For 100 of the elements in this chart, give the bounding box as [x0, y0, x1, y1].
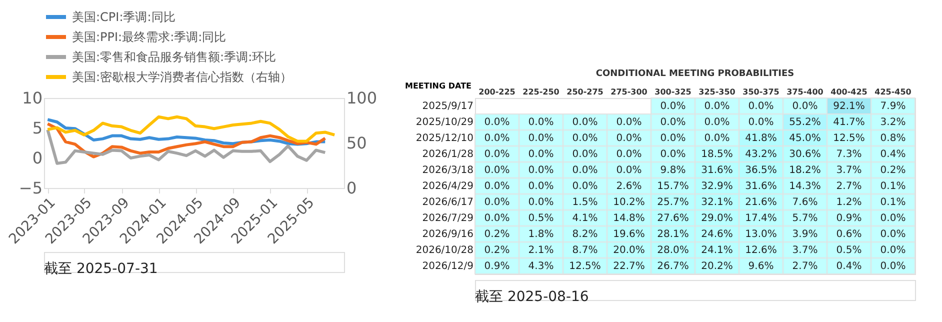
- y2-tick-label: 50: [346, 134, 367, 152]
- data-label: 3.7%: [792, 245, 818, 256]
- data-label: 32.9%: [701, 181, 733, 192]
- x-tick-label: 300-325: [654, 88, 692, 96]
- y2-tick-label: 100: [346, 88, 378, 108]
- data-label: 0.0%: [484, 117, 510, 128]
- data-label: 0.0%: [484, 181, 510, 192]
- data-label: 41.7%: [833, 117, 865, 128]
- data-label: 36.5%: [745, 165, 777, 176]
- data-label: 0.0%: [660, 133, 686, 144]
- data-label: 29.0%: [701, 213, 733, 224]
- data-label: 12.5%: [569, 261, 601, 272]
- y-tick-label: 2025/10/29: [416, 117, 474, 128]
- data-label: 9.6%: [748, 261, 774, 272]
- data-label: 24.1%: [701, 245, 733, 256]
- legend-label: 美国:密歇根大学消费者信心指数（右轴）: [72, 70, 292, 84]
- data-label: 3.7%: [836, 165, 862, 176]
- data-label: 0.2%: [880, 165, 906, 176]
- data-label: 0.9%: [484, 261, 510, 272]
- data-label: 31.6%: [701, 165, 733, 176]
- y-tick-label: 2026/4/29: [422, 181, 474, 192]
- data-label: 1.8%: [528, 229, 554, 240]
- text: 截至 2025-07-31: [44, 261, 158, 277]
- data-label: 1.2%: [836, 197, 862, 208]
- y-tick-label: 2025/12/10: [416, 133, 474, 144]
- data-label: 19.6%: [613, 229, 645, 240]
- y-tick-label: 10: [22, 88, 42, 108]
- data-label: 0.0%: [572, 149, 598, 160]
- data-label: 2.6%: [616, 181, 642, 192]
- x-tick-label: 375-400: [786, 88, 824, 96]
- data-label: 0.0%: [660, 149, 686, 160]
- data-label: 43.2%: [745, 149, 777, 160]
- y-tick-label: 2026/3/18: [422, 165, 474, 176]
- data-label: 92.1%: [833, 101, 865, 112]
- data-label: 0.5%: [528, 213, 554, 224]
- data-label: 55.2%: [789, 117, 821, 128]
- data-label: 8.7%: [572, 245, 598, 256]
- x-tick-label: 425-450: [874, 88, 912, 96]
- data-label: 0.5%: [836, 245, 862, 256]
- data-label: 24.6%: [701, 229, 733, 240]
- y-tick-label: 2025/9/17: [422, 101, 474, 112]
- x-tick-label: 250-275: [566, 88, 604, 96]
- data-label: 41.8%: [745, 133, 777, 144]
- data-label: 0.0%: [572, 181, 598, 192]
- data-label: 0.0%: [616, 117, 642, 128]
- data-label: 14.8%: [613, 213, 645, 224]
- data-label: 0.0%: [572, 133, 598, 144]
- data-label: 0.0%: [704, 101, 730, 112]
- x-tick-label: 400-425: [830, 88, 868, 96]
- x-tick-label: 325-350: [698, 88, 736, 96]
- y-tick-label: 5: [32, 118, 42, 138]
- data-label: 7.6%: [792, 197, 818, 208]
- data-label: 13.0%: [745, 229, 777, 240]
- data-label: 18.5%: [701, 149, 733, 160]
- x-tick-label: 225-250: [522, 88, 560, 96]
- data-label: 0.0%: [792, 101, 818, 112]
- data-label: 0.0%: [880, 261, 906, 272]
- y-tick-label: 0: [32, 148, 42, 168]
- data-label: 0.0%: [880, 213, 906, 224]
- data-label: 2.7%: [792, 261, 818, 272]
- data-label: 7.3%: [836, 149, 862, 160]
- data-label: 21.6%: [745, 197, 777, 208]
- data-label: 0.0%: [528, 133, 554, 144]
- y-tick-label: 2026/10/28: [416, 245, 474, 256]
- data-label: 0.0%: [616, 149, 642, 160]
- data-label: 0.0%: [484, 165, 510, 176]
- data-label: 15.7%: [657, 181, 689, 192]
- data-label: 0.0%: [484, 197, 510, 208]
- data-label: 14.3%: [789, 181, 821, 192]
- x-tick-label: 350-375: [742, 88, 780, 96]
- data-label: 2.1%: [528, 245, 554, 256]
- data-label: 0.0%: [528, 197, 554, 208]
- data-label: 0.0%: [484, 149, 510, 160]
- data-label: 0.4%: [880, 149, 906, 160]
- data-label: 3.2%: [880, 117, 906, 128]
- data-label: 0.0%: [528, 117, 554, 128]
- data-label: 25.7%: [657, 197, 689, 208]
- data-label: 20.0%: [613, 245, 645, 256]
- data-label: 0.0%: [660, 101, 686, 112]
- legend-label: 美国:PPI:最终需求:季调:同比: [72, 30, 226, 44]
- data-label: 0.0%: [572, 117, 598, 128]
- data-label: 0.0%: [572, 165, 598, 176]
- data-label: 17.4%: [745, 213, 777, 224]
- data-label: 0.1%: [880, 181, 906, 192]
- line-series: [46, 128, 327, 165]
- data-label: 9.8%: [660, 165, 686, 176]
- data-label: 4.3%: [528, 261, 554, 272]
- y-tick-label: 2026/1/28: [422, 149, 474, 160]
- data-label: 20.2%: [701, 261, 733, 272]
- data-label: 26.7%: [657, 261, 689, 272]
- chart-title: CONDITIONAL MEETING PROBABILITIES: [596, 69, 794, 79]
- data-label: 0.0%: [704, 117, 730, 128]
- data-label: 45.0%: [789, 133, 821, 144]
- data-label: 32.1%: [701, 197, 733, 208]
- data-label: 0.0%: [704, 133, 730, 144]
- data-label: 12.5%: [833, 133, 865, 144]
- data-label: 10.2%: [613, 197, 645, 208]
- data-label: 3.9%: [792, 229, 818, 240]
- data-label: 12.6%: [745, 245, 777, 256]
- data-label: 0.0%: [484, 133, 510, 144]
